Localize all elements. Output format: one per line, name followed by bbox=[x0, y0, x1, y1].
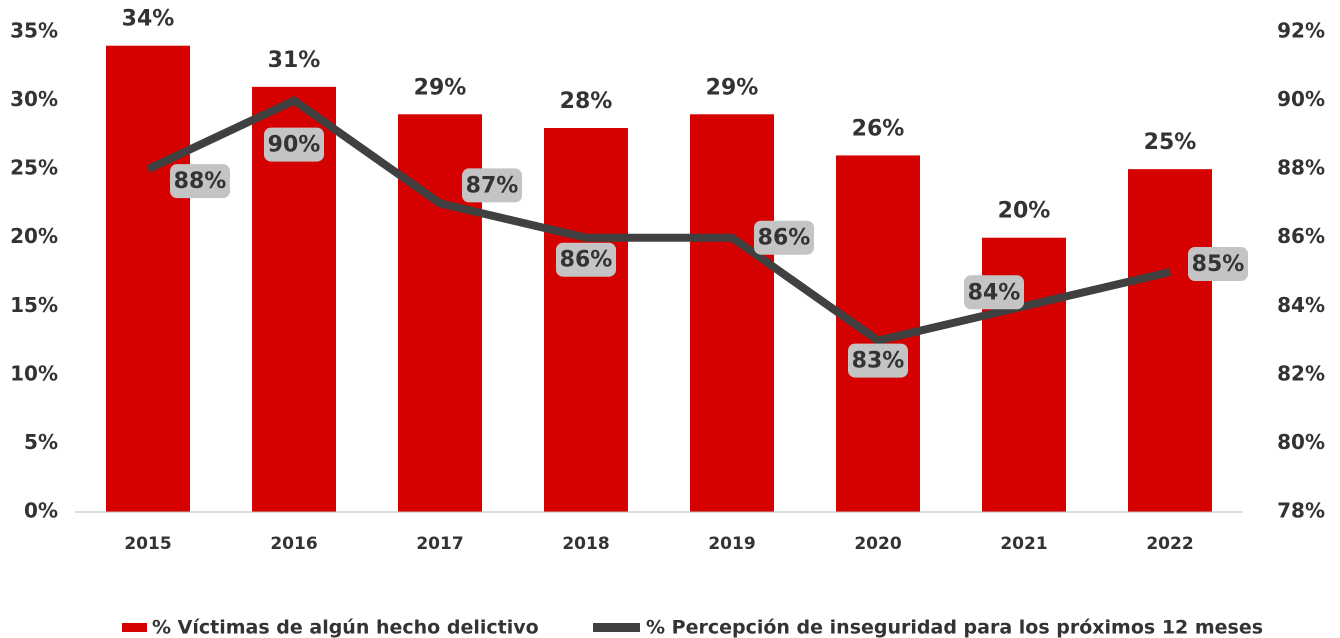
x-tick-label: 2021 bbox=[1000, 534, 1047, 554]
bar-value-label: 31% bbox=[268, 48, 321, 73]
line-label-box bbox=[754, 220, 814, 255]
bar bbox=[690, 114, 774, 513]
line-label-box bbox=[964, 275, 1024, 310]
line-value-label: 88% bbox=[174, 169, 227, 194]
y2-tick-label: 90% bbox=[1277, 87, 1325, 111]
line-value-label: 83% bbox=[852, 349, 905, 374]
line bbox=[146, 95, 1171, 345]
bar-value-label: 26% bbox=[852, 116, 905, 141]
bar-value-label: 29% bbox=[706, 75, 759, 100]
line-label-box bbox=[264, 127, 324, 162]
line-value-label: 86% bbox=[758, 226, 811, 251]
line-value-label: 85% bbox=[1192, 252, 1245, 277]
legend-label: % Percepción de inseguridad para los pró… bbox=[646, 617, 1263, 638]
x-tick-label: 2015 bbox=[124, 534, 171, 554]
bar bbox=[1128, 169, 1212, 512]
y2-tick-label: 82% bbox=[1277, 361, 1325, 385]
y2-tick-label: 86% bbox=[1277, 224, 1325, 248]
legend-swatch bbox=[122, 623, 147, 632]
y-tick-label: 30% bbox=[10, 87, 58, 111]
y2-tick-label: 88% bbox=[1277, 156, 1325, 180]
line-value-label: 84% bbox=[968, 280, 1021, 305]
bar-value-label: 34% bbox=[122, 7, 175, 32]
x-tick-label: 2022 bbox=[1146, 534, 1193, 554]
bar-value-label: 20% bbox=[998, 199, 1051, 224]
y2-tick-label: 80% bbox=[1277, 430, 1325, 454]
line-label-box bbox=[462, 168, 522, 203]
line-label-box bbox=[556, 242, 616, 277]
y2-tick-label: 78% bbox=[1277, 499, 1325, 523]
legend-label: % Víctimas de algún hecho delictivo bbox=[152, 617, 539, 638]
y2-tick-label: 92% bbox=[1277, 19, 1325, 43]
line-label-box bbox=[170, 164, 230, 199]
x-tick-label: 2018 bbox=[562, 534, 609, 554]
y-tick-label: 0% bbox=[24, 499, 58, 523]
x-tick-label: 2020 bbox=[854, 534, 901, 554]
line-value-label: 86% bbox=[560, 248, 613, 273]
line-value-label: 87% bbox=[466, 173, 519, 198]
y-tick-label: 20% bbox=[10, 224, 58, 248]
bar-value-label: 29% bbox=[414, 75, 467, 100]
y-tick-label: 5% bbox=[24, 430, 58, 454]
bar bbox=[106, 45, 190, 512]
y-tick-label: 15% bbox=[10, 293, 58, 317]
line-label-box bbox=[1188, 247, 1248, 281]
y-tick-label: 35% bbox=[10, 19, 58, 43]
x-tick-label: 2019 bbox=[708, 534, 755, 554]
legend-swatch bbox=[593, 623, 640, 632]
y2-tick-label: 84% bbox=[1277, 293, 1325, 317]
bar-value-label: 25% bbox=[1144, 130, 1197, 155]
line-label-box bbox=[848, 343, 908, 378]
y-tick-label: 10% bbox=[10, 361, 58, 385]
y-tick-label: 25% bbox=[10, 156, 58, 180]
bar-value-label: 28% bbox=[560, 89, 613, 114]
line-value-label: 90% bbox=[268, 133, 321, 158]
bar bbox=[544, 128, 628, 512]
x-tick-label: 2017 bbox=[416, 534, 463, 554]
x-tick-label: 2016 bbox=[270, 534, 317, 554]
